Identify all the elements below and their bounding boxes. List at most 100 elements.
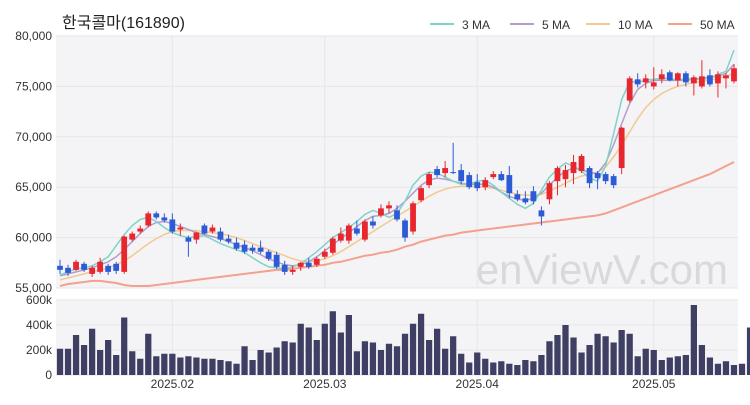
candle-body	[658, 74, 665, 80]
volume-tick-label: 200k	[26, 343, 53, 357]
volume-bar	[690, 305, 697, 375]
volume-bar	[297, 323, 304, 375]
date-tick-label: 2025.02	[151, 377, 195, 391]
candle-body	[169, 219, 176, 232]
volume-bar	[161, 353, 168, 375]
volume-bar	[185, 356, 192, 375]
legend: 3 MA 5 MA 10 MA 50 MA	[430, 18, 735, 32]
volume-bar	[129, 351, 136, 375]
volume-bar	[72, 335, 80, 375]
candle-body	[666, 72, 673, 81]
candle-body	[402, 220, 408, 238]
volume-bar	[482, 358, 489, 375]
candle-body	[723, 75, 729, 79]
candle-body	[506, 175, 513, 194]
volume-bar	[105, 340, 112, 375]
volume-bar	[369, 342, 377, 375]
volume-bar	[385, 343, 393, 375]
volume-bar	[610, 342, 617, 375]
candle-body	[265, 251, 272, 259]
candle-body	[209, 227, 216, 232]
candle-body	[482, 180, 489, 188]
volume-bar	[313, 340, 320, 375]
candle-body	[562, 170, 569, 180]
price-tick-label: 65,000	[15, 180, 52, 194]
candle-body	[129, 233, 136, 240]
volume-bar	[80, 345, 88, 375]
volume-bar	[337, 332, 344, 375]
candle-body	[490, 174, 497, 178]
candle-body	[514, 194, 521, 200]
volume-bar	[217, 360, 224, 375]
volume-bar	[425, 340, 433, 375]
candle-body	[578, 155, 585, 172]
volume-bar	[650, 350, 657, 375]
volume-bar	[169, 353, 176, 375]
volume-bar	[64, 348, 72, 375]
candle-body	[217, 231, 224, 240]
candle-body	[177, 227, 184, 230]
volume-bar	[626, 333, 633, 375]
volume-bar	[674, 356, 681, 375]
candle-body	[522, 198, 529, 203]
candle-body	[153, 213, 160, 218]
volume-bar	[746, 327, 750, 375]
volume-bar	[498, 361, 505, 375]
candle-body	[233, 242, 240, 249]
candle-body	[225, 238, 232, 242]
candle-body	[450, 172, 457, 174]
candle-body	[281, 264, 288, 272]
candle-body	[193, 232, 200, 240]
candle-body	[201, 225, 208, 234]
volume-bar	[474, 352, 481, 375]
volume-bar	[634, 356, 641, 375]
legend-label: 50 MA	[700, 18, 735, 32]
candle-body	[137, 228, 144, 232]
price-tick-label: 80,000	[15, 29, 52, 43]
candle-body	[699, 76, 705, 87]
candle-body	[642, 78, 649, 83]
candle-body	[682, 73, 689, 83]
candle-body	[185, 237, 192, 242]
candle-body	[707, 75, 713, 85]
volume-bar	[409, 323, 417, 375]
date-axis: 2025.02 2025.03 2025.04 2025.05	[151, 377, 676, 391]
volume-bar	[153, 356, 160, 375]
candle-body	[121, 236, 128, 272]
volume-bar	[233, 363, 240, 375]
candle-body	[731, 68, 737, 82]
volume-bar	[433, 328, 441, 375]
date-tick-label: 2025.04	[456, 377, 500, 391]
candle-body	[378, 208, 384, 216]
watermark: enViewV.com	[476, 246, 728, 293]
candle-body	[305, 262, 312, 267]
candle-body	[81, 263, 87, 270]
candle-body	[321, 251, 328, 257]
volume-tick-label: 400k	[26, 318, 53, 332]
volume-bar	[570, 337, 577, 375]
candle-body	[546, 183, 553, 200]
candle-body	[345, 225, 352, 241]
volume-bar	[281, 341, 288, 375]
volume-bar	[722, 361, 730, 375]
volume-bar	[56, 348, 64, 375]
candle-body	[610, 176, 617, 186]
candle-body	[626, 78, 633, 101]
volume-bar	[289, 342, 296, 375]
candle-body	[434, 169, 441, 176]
volume-tick-label: 600k	[26, 293, 53, 307]
volume-bar	[738, 363, 746, 375]
candle-body	[458, 170, 465, 182]
candle-body	[570, 162, 577, 174]
price-tick-label: 55,000	[15, 281, 52, 295]
ma50-line	[59, 161, 735, 287]
candle-body	[257, 247, 264, 252]
candle-body	[65, 267, 71, 273]
date-tick-label: 2025.03	[303, 377, 347, 391]
candle-body	[313, 258, 320, 265]
volume-bar	[329, 311, 336, 375]
candle-body	[370, 221, 376, 226]
volume-bar	[88, 328, 96, 375]
candle-body	[554, 168, 561, 182]
candle-body	[410, 203, 416, 232]
